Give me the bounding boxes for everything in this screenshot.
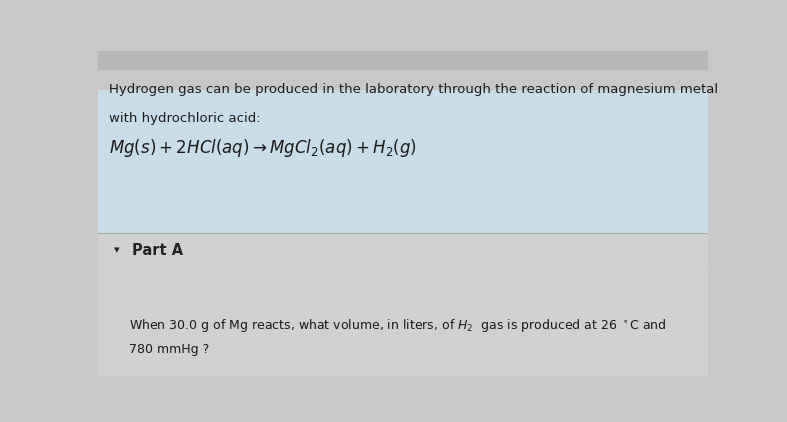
Bar [98,89,708,233]
Text: ▾: ▾ [113,246,120,255]
Text: Part A: Part A [132,243,183,258]
Bar [98,51,708,70]
Bar [98,233,708,376]
Text: with hydrochloric acid:: with hydrochloric acid: [109,112,261,125]
Text: When 30.0 g of Mg reacts, what volume, in liters, of $H_2$  gas is produced at 2: When 30.0 g of Mg reacts, what volume, i… [129,317,667,334]
Text: Hydrogen gas can be produced in the laboratory through the reaction of magnesium: Hydrogen gas can be produced in the labo… [109,83,719,96]
Text: $Mg(s) + 2HCl(aq)\rightarrow MgCl_2(aq) + H_2(g)$: $Mg(s) + 2HCl(aq)\rightarrow MgCl_2(aq) … [109,137,417,159]
Text: 780 mmHg ?: 780 mmHg ? [129,343,209,356]
